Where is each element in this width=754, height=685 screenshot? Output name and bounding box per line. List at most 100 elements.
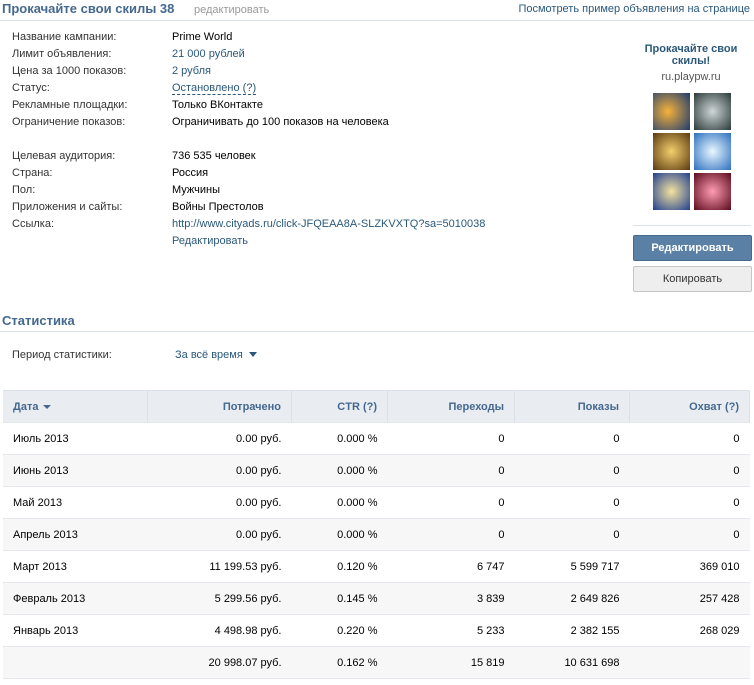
cell: Июль 2013	[3, 422, 148, 455]
total-cell: 20 998.07 руб.	[147, 646, 292, 679]
cell: 0	[629, 486, 750, 519]
cell: 0.000 %	[291, 422, 388, 455]
cell: 0.00 руб.	[147, 518, 292, 551]
icon	[653, 173, 690, 210]
cell: 369 010	[629, 550, 750, 583]
cell: 0	[514, 422, 630, 455]
sort-arrow	[43, 404, 52, 413]
cell: Июнь 2013	[3, 454, 148, 487]
field-value: Россия	[172, 167, 209, 179]
cell: 0.000 %	[291, 454, 388, 487]
table-row: Февраль 2013 5 299.56 руб. 0.145 % 3 839 2 6…	[3, 582, 750, 615]
cell: 0	[387, 486, 515, 519]
cell: 5 233	[387, 614, 515, 647]
edit-link[interactable]: редактировать	[194, 4, 270, 16]
cell: 4 498.98 руб.	[147, 614, 292, 647]
field-label: Рекламные площадки:	[12, 99, 128, 111]
divider	[0, 20, 754, 21]
cell	[629, 646, 750, 679]
field-value[interactable]: 2 рубля	[172, 65, 211, 77]
cell: 0	[387, 422, 515, 455]
cell: 0.00 руб.	[147, 486, 292, 519]
cell: 0	[387, 518, 515, 551]
total-cell: 10 631 698	[514, 646, 630, 679]
targeting-edit[interactable]: Редактировать	[172, 235, 248, 247]
field-label: Название кампании:	[12, 31, 117, 43]
field-label: Цена за 1000 показов:	[12, 65, 127, 77]
copy-button[interactable]: Копировать	[633, 266, 752, 292]
cell: 5 599 717	[514, 550, 630, 583]
field-value[interactable]: 21 000 рублей	[172, 48, 245, 60]
total-cell: 0.162 %	[291, 646, 388, 679]
edit-button[interactable]: Редактировать	[633, 235, 752, 261]
cell: 0	[514, 454, 630, 487]
icon	[694, 93, 731, 130]
total-cell: 15 819	[387, 646, 515, 679]
field-value[interactable]: http://www.cityads.ru/click-JFQEAA8A-SLZ…	[172, 218, 486, 230]
field-label: Статус:	[12, 82, 50, 94]
cell: 5 299.56 руб.	[147, 582, 292, 615]
field-label: Пол:	[12, 184, 36, 196]
field-label: Ограничение показов:	[12, 116, 126, 128]
cell: Март 2013	[3, 550, 148, 583]
icon	[653, 93, 690, 130]
total-row: 20 998.07 руб. 0.162 % 15 819 10 631 698	[3, 646, 750, 679]
column-header[interactable]: Дата	[3, 390, 148, 423]
ad-preview-domain: ru.playpw.ru	[661, 71, 721, 83]
cell: Февраль 2013	[3, 582, 148, 615]
cell: 2 649 826	[514, 582, 630, 615]
stats-heading: Статистика	[2, 313, 75, 328]
preview-link[interactable]: Посмотреть пример объявления на странице	[518, 3, 750, 15]
column-header[interactable]: Охват (?)	[629, 390, 750, 423]
cell: 0.000 %	[291, 486, 388, 519]
cell: 0	[629, 518, 750, 551]
field-label: Лимит объявления:	[12, 48, 112, 60]
field-label: Ссылка:	[12, 218, 54, 230]
cell: 2 382 155	[514, 614, 630, 647]
period-value[interactable]: За всё время	[175, 349, 243, 361]
table-row: Апрель 2013 0.00 руб. 0.000 % 0 0 0	[3, 518, 750, 551]
column-header[interactable]: Показы	[514, 390, 630, 423]
icon	[694, 173, 731, 210]
table-row: Май 2013 0.00 руб. 0.000 % 0 0 0	[3, 486, 750, 519]
ad-preview-title[interactable]: Прокачайте свои скилы!	[644, 43, 738, 67]
cell: 0	[629, 454, 750, 487]
period-label: Период статистики:	[12, 349, 112, 361]
column-header[interactable]: Переходы	[387, 390, 515, 423]
cell: 0.220 %	[291, 614, 388, 647]
field-label: Страна:	[12, 167, 53, 179]
cell: Апрель 2013	[3, 518, 148, 551]
cell: Май 2013	[3, 486, 148, 519]
cell: 268 029	[629, 614, 750, 647]
field-label: Приложения и сайты:	[12, 201, 123, 213]
cell: 0.145 %	[291, 582, 388, 615]
icon	[653, 133, 690, 170]
cell: 0	[629, 422, 750, 455]
cell: Январь 2013	[3, 614, 148, 647]
column-header[interactable]: Потрачено	[147, 390, 292, 423]
cell: 0.000 %	[291, 518, 388, 551]
table-row: Январь 2013 4 498.98 руб. 0.220 % 5 233 2 38…	[3, 614, 750, 647]
field-value: Мужчины	[172, 184, 221, 196]
period-select[interactable]: За всё время	[175, 349, 257, 361]
cell	[3, 646, 148, 679]
cell: 0	[387, 454, 515, 487]
table-row: Июль 2013 0.00 руб. 0.000 % 0 0 0	[3, 422, 750, 455]
field-value[interactable]: Остановлено (?)	[172, 82, 257, 95]
cell: 11 199.53 руб.	[147, 550, 292, 583]
field-value: Только ВКонтакте	[172, 99, 263, 111]
field-value: Prime World	[172, 31, 233, 43]
cell: 3 839	[387, 582, 515, 615]
icon	[694, 133, 731, 170]
cell: 6 747	[387, 550, 515, 583]
field-value: Войны Престолов	[172, 201, 264, 213]
ad-title: Прокачайте свои скилы 38	[2, 1, 175, 16]
cell: 0	[514, 486, 630, 519]
cell: 0.120 %	[291, 550, 388, 583]
field-value: Ограничивать до 100 показов на человека	[172, 116, 389, 128]
column-header[interactable]: CTR (?)	[291, 390, 388, 423]
divider	[0, 331, 754, 332]
field-value: 736 535 человек	[172, 150, 256, 162]
cell: 0.00 руб.	[147, 422, 292, 455]
